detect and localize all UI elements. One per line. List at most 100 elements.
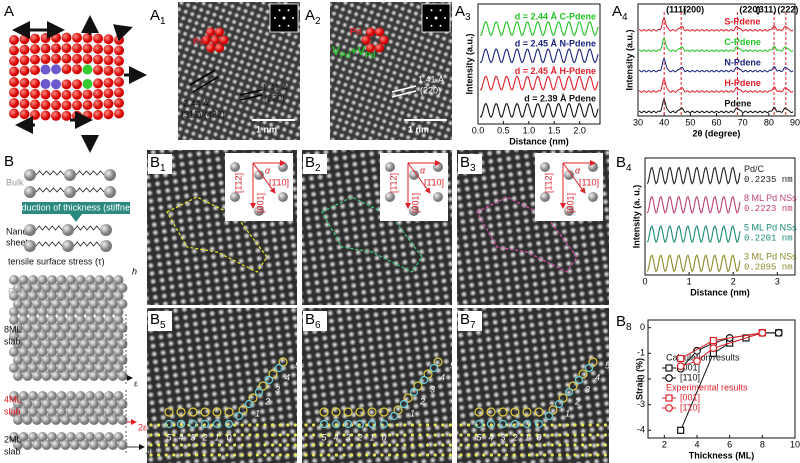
atom xyxy=(93,78,103,89)
atom xyxy=(51,323,61,333)
atom xyxy=(94,347,105,357)
sub-atom xyxy=(535,433,539,437)
atom xyxy=(51,100,61,111)
sub-atom xyxy=(319,433,323,437)
atom-index: 3 xyxy=(430,384,435,394)
atom xyxy=(66,407,76,417)
atom xyxy=(51,399,61,409)
slab-label: slab xyxy=(4,406,21,416)
micrograph xyxy=(302,308,452,463)
x-tick-label: 50 xyxy=(685,117,695,127)
sub-atom xyxy=(172,433,176,437)
atom xyxy=(100,240,112,252)
atom-ring xyxy=(367,407,377,417)
sub-atom xyxy=(403,453,407,457)
atom xyxy=(51,371,61,381)
sub-atom xyxy=(149,423,153,427)
sub-atom xyxy=(410,423,414,427)
atom xyxy=(24,169,36,181)
series-value: 0.2223 nm xyxy=(744,204,793,214)
atom xyxy=(108,299,118,309)
atom xyxy=(13,323,23,333)
panel-label: B8 xyxy=(616,313,632,333)
atom xyxy=(79,299,90,309)
sub-atom xyxy=(304,433,308,437)
x-tick-label: 80 xyxy=(764,117,774,127)
curve-label: N-Pdene xyxy=(724,57,761,67)
panel-letter: A xyxy=(150,7,160,24)
atom xyxy=(82,33,93,44)
atom xyxy=(9,77,19,87)
atom-ring xyxy=(331,407,341,417)
sub-atom xyxy=(350,443,354,447)
panel-sub: 6 xyxy=(315,320,321,331)
sub-atom xyxy=(467,433,471,437)
sub-atom xyxy=(312,433,316,437)
atom xyxy=(56,407,67,417)
panel-label: B2 xyxy=(305,154,321,174)
curve-label: S-Pdene xyxy=(724,17,760,27)
profile-curve xyxy=(646,254,741,273)
sub-atom xyxy=(225,453,229,457)
atom xyxy=(103,88,114,99)
atom xyxy=(32,440,42,450)
atom xyxy=(108,399,118,409)
atom xyxy=(41,283,52,293)
atom-index: 2 xyxy=(419,396,425,406)
sub-atom xyxy=(149,433,153,437)
atom xyxy=(113,347,124,357)
atom xyxy=(98,415,109,425)
atom xyxy=(18,331,29,341)
atom xyxy=(113,291,124,301)
atom-ring xyxy=(319,407,329,417)
sub-atom xyxy=(418,453,422,457)
atom xyxy=(19,88,30,99)
atom-ring xyxy=(238,405,248,415)
legend-label: [1̄10] xyxy=(680,372,700,382)
sub-atom xyxy=(179,433,183,437)
sub-atom xyxy=(293,423,297,427)
atom-ring xyxy=(379,407,389,417)
atom-index: 3 xyxy=(275,384,280,394)
sub-atom xyxy=(426,423,430,427)
atom xyxy=(103,98,114,109)
marker xyxy=(677,354,685,363)
x-tick-label: 6 xyxy=(727,439,732,449)
panel-letter: A xyxy=(4,3,14,20)
sub-atom xyxy=(286,433,290,437)
spring xyxy=(35,241,63,247)
marker xyxy=(709,336,717,345)
sub-atom xyxy=(388,433,392,437)
sub-atom xyxy=(573,453,577,457)
atom-index: 4 xyxy=(595,372,600,382)
sub-atom xyxy=(512,443,516,447)
pd-atom xyxy=(206,27,215,37)
atom xyxy=(56,363,67,373)
atom xyxy=(66,291,76,301)
label-bg xyxy=(148,311,172,331)
atom xyxy=(75,331,86,341)
atom-index: 4 xyxy=(333,432,338,442)
atom-ring xyxy=(176,407,186,417)
atom xyxy=(114,45,124,56)
atom xyxy=(70,323,80,333)
sub-atom xyxy=(489,433,493,437)
atom xyxy=(22,371,33,381)
atom xyxy=(37,307,48,317)
atom xyxy=(22,283,33,293)
atom xyxy=(60,299,71,309)
atom xyxy=(98,339,109,349)
atom xyxy=(72,53,82,64)
xrd-curve xyxy=(638,57,794,73)
x-tick-label: 1.5 xyxy=(548,125,561,135)
label-bg xyxy=(303,311,327,331)
atom xyxy=(9,331,19,341)
sub-atom xyxy=(520,433,524,437)
panel-sub: 7 xyxy=(470,320,476,331)
atom xyxy=(98,371,109,381)
atom xyxy=(103,55,114,66)
sub-atom xyxy=(263,433,267,437)
atom xyxy=(47,347,57,357)
sub-atom xyxy=(157,453,161,457)
sub-atom xyxy=(334,433,338,437)
